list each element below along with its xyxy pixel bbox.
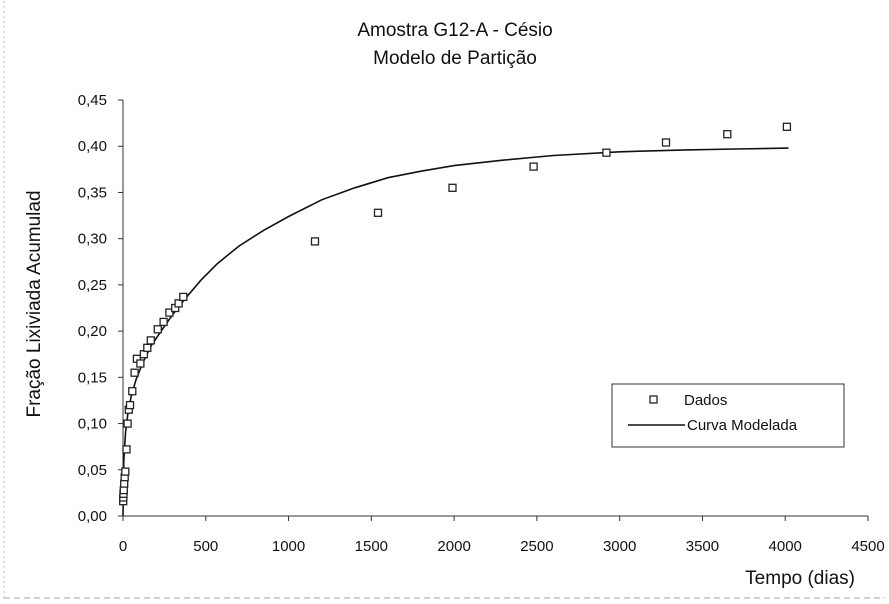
legend: Dados Curva Modelada [611, 383, 845, 448]
data-point [373, 208, 383, 217]
x-tick-label: 0 [119, 538, 127, 555]
data-point [310, 237, 320, 246]
y-tick-label: 0,25 [78, 277, 107, 294]
legend-marker-dados [649, 395, 658, 404]
data-point [125, 400, 135, 410]
y-tick-label: 0,10 [78, 416, 107, 433]
y-tick-label: 0,05 [78, 462, 107, 479]
series-dados [119, 122, 792, 506]
data-point [782, 122, 792, 131]
legend-label-curva-modelada: Curva Modelada [687, 417, 798, 434]
x-tick-label: 4000 [769, 538, 802, 555]
x-tick-label: 500 [193, 538, 218, 555]
y-tick-label: 0,15 [78, 369, 107, 386]
data-point [153, 325, 162, 334]
x-tick-label: 3000 [603, 538, 636, 555]
x-tick-label: 1000 [272, 538, 305, 555]
data-point [661, 138, 671, 147]
y-tick-label: 0,30 [78, 231, 107, 248]
legend-label-dados: Dados [684, 392, 727, 409]
data-point [136, 359, 145, 368]
data-point [165, 308, 174, 317]
data-point [179, 292, 188, 302]
x-tick-labels: 0 500 1000 1500 2000 2500 3000 3500 4000 4500 [119, 538, 885, 555]
data-point [529, 162, 538, 171]
y-tick-label: 0,40 [78, 138, 107, 155]
data-point [146, 336, 155, 345]
data-point [128, 387, 137, 396]
data-point [723, 130, 732, 139]
axes [118, 99, 869, 521]
x-tick-label: 3500 [686, 538, 719, 555]
data-point [174, 299, 183, 308]
chart-subtitle: Modelo de Partição [373, 48, 537, 69]
x-tick-label: 4500 [851, 538, 884, 555]
y-tick-labels: 0,00 0,05 0,10 0,15 0,20 0,25 0,30 0,35 0,40 0,45 [78, 92, 107, 525]
data-point [130, 368, 139, 377]
data-point [159, 317, 168, 327]
data-point [123, 419, 132, 428]
x-axis-label: Tempo (dias) [745, 568, 855, 589]
data-point [122, 445, 131, 454]
series-line-curva-modelada [122, 147, 789, 517]
data-point [602, 148, 611, 157]
chart-frame [3, 1, 885, 599]
chart-title: Amostra G12-A - Césio [357, 20, 552, 41]
y-tick-label: 0,20 [78, 323, 107, 340]
y-tick-label: 0,00 [78, 508, 107, 525]
data-point [121, 467, 130, 476]
x-tick-label: 2000 [437, 538, 470, 555]
y-axis-label: Fração Lixiviada Acumulad [24, 190, 45, 417]
legend-box [611, 383, 845, 448]
x-tick-label: 1500 [355, 538, 388, 555]
data-point [143, 343, 152, 352]
y-tick-label: 0,35 [78, 184, 107, 201]
x-tick-label: 2500 [520, 538, 553, 555]
y-tick-label: 0,45 [78, 92, 107, 109]
data-point [448, 183, 457, 192]
